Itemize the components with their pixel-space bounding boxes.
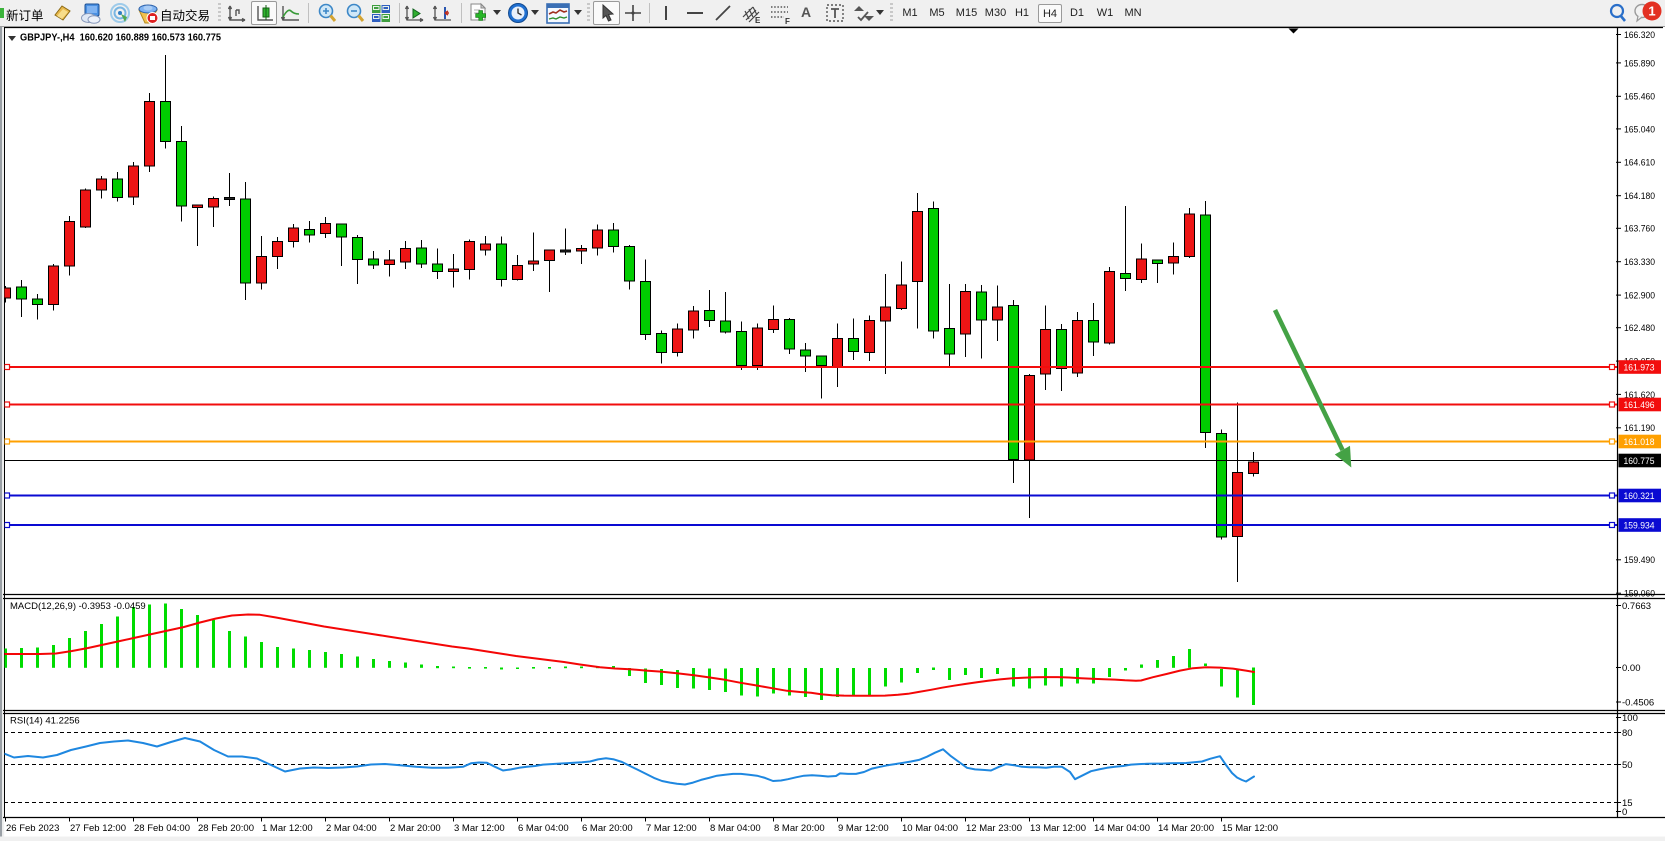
svg-text:165.460: 165.460 xyxy=(1624,92,1655,103)
svg-text:161.973: 161.973 xyxy=(1624,363,1655,374)
svg-text:2 Mar 04:00: 2 Mar 04:00 xyxy=(326,823,377,834)
svg-text:8 Mar 04:00: 8 Mar 04:00 xyxy=(710,823,761,834)
svg-text:14 Mar 04:00: 14 Mar 04:00 xyxy=(1094,823,1150,834)
svg-text:1: 1 xyxy=(1648,4,1655,19)
svg-text:14 Mar 20:00: 14 Mar 20:00 xyxy=(1158,823,1214,834)
svg-text:163.760: 163.760 xyxy=(1624,224,1655,235)
svg-text:-0.4506: -0.4506 xyxy=(1622,697,1654,708)
svg-text:160.321: 160.321 xyxy=(1624,491,1655,502)
svg-text:165.040: 165.040 xyxy=(1624,124,1655,135)
svg-text:164.610: 164.610 xyxy=(1624,158,1655,169)
svg-text:GBPJPY-,H4 160.620 160.889 16: GBPJPY-,H4 160.620 160.889 160.573 160.7… xyxy=(20,32,221,44)
svg-text:159.490: 159.490 xyxy=(1624,555,1655,566)
svg-text:161.620: 161.620 xyxy=(1624,390,1655,401)
svg-text:163.330: 163.330 xyxy=(1624,257,1655,268)
svg-text:9 Mar 12:00: 9 Mar 12:00 xyxy=(838,823,889,834)
svg-text:27 Feb 12:00: 27 Feb 12:00 xyxy=(70,823,126,834)
svg-text:RSI(14) 41.2256: RSI(14) 41.2256 xyxy=(10,716,80,727)
svg-text:159.934: 159.934 xyxy=(1624,521,1655,532)
svg-text:26 Feb 2023: 26 Feb 2023 xyxy=(6,823,59,834)
svg-text:7 Mar 12:00: 7 Mar 12:00 xyxy=(646,823,697,834)
svg-text:10 Mar 04:00: 10 Mar 04:00 xyxy=(902,823,958,834)
svg-text:1 Mar 12:00: 1 Mar 12:00 xyxy=(262,823,313,834)
svg-text:165.890: 165.890 xyxy=(1624,58,1655,69)
svg-text:50: 50 xyxy=(1622,760,1633,771)
svg-text:100: 100 xyxy=(1622,713,1638,724)
svg-text:3 Mar 12:00: 3 Mar 12:00 xyxy=(454,823,505,834)
svg-text:159.060: 159.060 xyxy=(1624,589,1655,600)
svg-text:160.775: 160.775 xyxy=(1624,456,1655,467)
svg-text:15 Mar 12:00: 15 Mar 12:00 xyxy=(1222,823,1278,834)
svg-text:161.190: 161.190 xyxy=(1624,423,1655,434)
svg-text:6 Mar 20:00: 6 Mar 20:00 xyxy=(582,823,633,834)
svg-text:2 Mar 20:00: 2 Mar 20:00 xyxy=(390,823,441,834)
svg-text:162.480: 162.480 xyxy=(1624,323,1655,334)
svg-text:162.900: 162.900 xyxy=(1624,291,1655,302)
svg-text:15: 15 xyxy=(1622,798,1633,809)
svg-text:161.018: 161.018 xyxy=(1624,437,1655,448)
svg-text:28 Feb 20:00: 28 Feb 20:00 xyxy=(198,823,254,834)
svg-text:28 Feb 04:00: 28 Feb 04:00 xyxy=(134,823,190,834)
svg-text:E: E xyxy=(755,16,761,25)
svg-text:161.496: 161.496 xyxy=(1624,400,1655,411)
svg-text:12 Mar 23:00: 12 Mar 23:00 xyxy=(966,823,1022,834)
svg-text:6 Mar 04:00: 6 Mar 04:00 xyxy=(518,823,569,834)
svg-text:80: 80 xyxy=(1622,728,1633,739)
svg-text:164.180: 164.180 xyxy=(1624,191,1655,202)
svg-text:0.7663: 0.7663 xyxy=(1622,601,1651,612)
svg-text:F: F xyxy=(785,17,790,25)
svg-text:166.320: 166.320 xyxy=(1624,30,1655,41)
svg-text:8 Mar 20:00: 8 Mar 20:00 xyxy=(774,823,825,834)
svg-text:0: 0 xyxy=(1622,807,1627,818)
svg-text:MACD(12,26,9) -0.3953 -0.0459: MACD(12,26,9) -0.3953 -0.0459 xyxy=(10,601,146,612)
svg-text:13 Mar 12:00: 13 Mar 12:00 xyxy=(1030,823,1086,834)
svg-text:0.00: 0.00 xyxy=(1622,663,1641,674)
